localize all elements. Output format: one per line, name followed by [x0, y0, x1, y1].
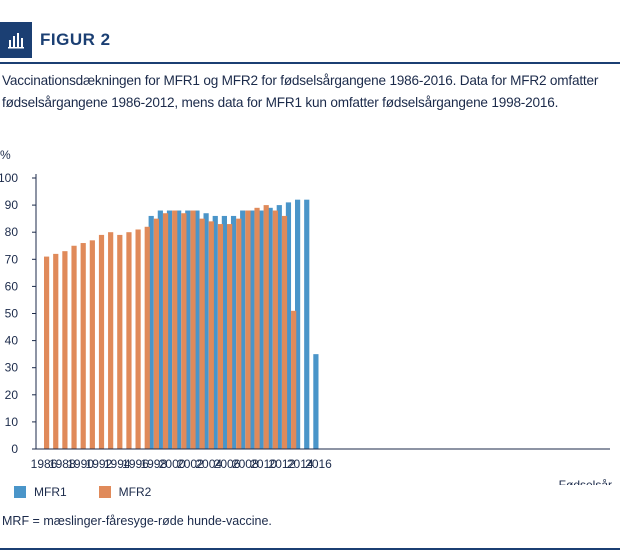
x-tick-label: 1998	[140, 457, 167, 471]
x-axis-label: Fødselsår	[559, 478, 612, 485]
bar-mfr2-1999	[162, 213, 169, 449]
y-tick-label: 90	[5, 198, 19, 212]
bar-mfr2-1997	[144, 226, 150, 449]
x-tick-label: 1988	[49, 457, 76, 471]
bar-mfr1-2010	[258, 210, 264, 449]
bar-mfr1-2004	[203, 213, 209, 449]
bar-mfr1-1999	[157, 210, 163, 449]
bar-chart: %010203040506070809010019861988199019921…	[0, 148, 612, 485]
bar-mfr1-2016	[313, 354, 319, 449]
y-tick-label: 30	[5, 361, 19, 375]
bar-mfr1-2003	[194, 210, 200, 449]
bar-mfr2-1994	[117, 234, 123, 449]
x-tick-label: 2008	[232, 457, 259, 471]
bar-mfr2-2011	[272, 210, 278, 449]
bar-mfr2-2005	[217, 224, 224, 449]
figure-header: FIGUR 2	[0, 0, 620, 62]
y-tick-label: 50	[5, 307, 19, 321]
bar-mfr2-2013	[291, 310, 297, 449]
figure-label: FIGUR 2	[40, 30, 111, 49]
x-tick-label: 1994	[104, 457, 131, 471]
bar-mfr2-2009	[254, 207, 260, 449]
bar-mfr2-2003	[199, 218, 205, 449]
y-tick-label: 0	[11, 442, 18, 456]
bar-mfr2-1995	[126, 232, 132, 449]
figure-footnote: MRF = mæslinger-fåresyge-røde hunde-vacc…	[2, 514, 272, 528]
x-tick-label: 2004	[195, 457, 222, 471]
legend-label-mfr2: MFR2	[118, 485, 152, 499]
x-tick-label: 2006	[214, 457, 241, 471]
bar-mfr2-2012	[281, 215, 288, 449]
bar-mfr2-1990	[80, 243, 86, 449]
y-tick-label: 70	[5, 252, 19, 266]
bar-mfr2-1989	[71, 245, 77, 449]
y-tick-label: 10	[5, 415, 19, 429]
bar-mfr2-1987	[53, 253, 59, 449]
chart-legend: MFR1 MFR2	[14, 485, 151, 499]
bar-mfr2-2001	[181, 213, 187, 449]
top-rule	[0, 62, 620, 64]
bar-mfr1-1998	[148, 215, 154, 449]
bar-mfr1-2008	[240, 210, 246, 449]
bottom-rule	[0, 548, 620, 550]
bar-mfr2-2004	[208, 221, 214, 449]
y-tick-label: 100	[0, 171, 18, 185]
x-tick-label: 2012	[269, 457, 296, 471]
bar-mfr2-1993	[108, 232, 114, 449]
x-tick-label: 2002	[177, 457, 204, 471]
legend-swatch-mfr1	[14, 486, 26, 498]
bar-mfr2-1986	[44, 256, 50, 449]
bar-mfr2-2008	[245, 210, 251, 449]
legend-item-mfr1: MFR1	[14, 485, 67, 499]
x-tick-label: 2014	[287, 457, 314, 471]
bar-mfr2-1991	[89, 240, 95, 449]
bar-mfr1-2006	[221, 215, 227, 449]
bar-mfr1-2001	[176, 210, 182, 449]
legend-swatch-mfr2	[98, 486, 111, 498]
bar-mfr2-2006	[227, 224, 233, 449]
x-tick-label: 1992	[86, 457, 113, 471]
bar-mfr1-2014	[295, 199, 301, 449]
bar-mfr1-2012	[276, 205, 282, 449]
bar-mfr2-1988	[62, 251, 68, 449]
bar-mfr1-2011	[267, 207, 273, 449]
bar-mfr2-1992	[98, 234, 105, 449]
bar-mfr2-2002	[190, 210, 196, 449]
y-tick-label: 20	[5, 388, 19, 402]
x-tick-label: 2000	[159, 457, 186, 471]
bar-mfr2-2010	[263, 205, 269, 449]
bar-mfr1-2009	[249, 210, 255, 449]
bar-mfr2-2000	[172, 210, 178, 449]
bar-mfr1-2007	[230, 215, 237, 449]
bar-mfr2-1996	[135, 229, 141, 449]
y-axis-label: %	[0, 148, 11, 162]
bar-mfr2-2007	[236, 218, 242, 449]
x-tick-label: 1990	[67, 457, 94, 471]
x-tick-label: 1996	[122, 457, 149, 471]
bar-mfr1-2002	[185, 210, 191, 449]
bar-mfr1-2005	[212, 215, 218, 449]
bar-mfr1-2015	[304, 199, 310, 449]
legend-label-mfr1: MFR1	[34, 485, 67, 499]
bar-mfr1-2013	[285, 202, 292, 449]
y-tick-label: 60	[5, 279, 19, 293]
bar-chart-icon	[0, 22, 32, 58]
legend-item-mfr2: MFR2	[98, 485, 152, 499]
y-tick-label: 80	[5, 225, 19, 239]
x-tick-label: 1986	[31, 457, 58, 471]
bar-mfr1-2000	[166, 210, 173, 449]
x-tick-label: 2016	[305, 457, 332, 471]
x-tick-label: 2010	[250, 457, 277, 471]
figure-caption: Vaccinationsdækningen for MFR1 og MFR2 f…	[2, 73, 599, 110]
y-tick-label: 40	[5, 334, 19, 348]
bar-mfr2-1998	[153, 218, 159, 449]
